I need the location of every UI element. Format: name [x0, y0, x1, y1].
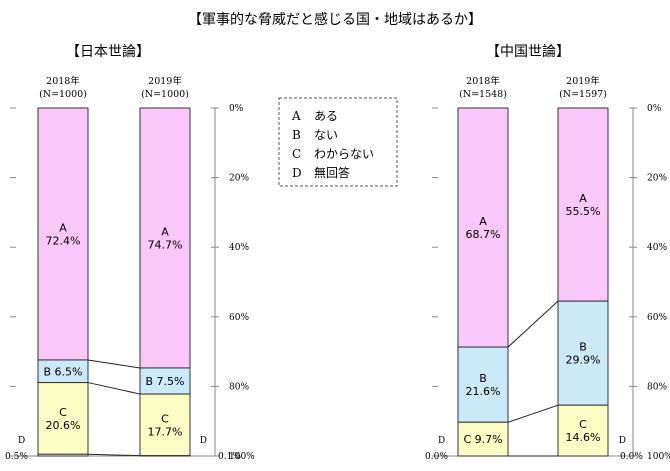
connector-line: [87, 359, 141, 369]
segment-label: A: [161, 225, 169, 238]
segment-label: C 9.7%: [463, 433, 502, 446]
bar-segment-c: [37, 382, 89, 455]
connector-line: [507, 300, 559, 348]
segment-label: C: [59, 406, 67, 419]
legend-key: A: [291, 109, 301, 123]
bar-segment-a: [557, 107, 609, 302]
sample-size-label: (N=1000): [39, 89, 87, 100]
segment-label: 14.6%: [566, 431, 601, 444]
segment-label-d-value: 0.0%: [620, 452, 643, 462]
y-tick-label: 80%: [647, 382, 667, 392]
segment-label: 20.6%: [46, 419, 81, 432]
panel-title: 【日本世論】: [66, 44, 150, 60]
segment-label: 68.7%: [466, 228, 501, 241]
bar-segment-c: [457, 421, 509, 457]
segment-label: A: [479, 215, 487, 228]
segment-label: B 7.5%: [146, 375, 185, 388]
y-tick-label: 60%: [229, 313, 249, 323]
y-tick-label: 100%: [647, 452, 670, 462]
sample-size-label: (N=1548): [459, 89, 507, 100]
panel-japan: 【日本世論】 2018年 (N=1000) 2019年 (N=1000) 0% 20% 40%…: [5, 44, 255, 462]
segment-label: B: [579, 341, 587, 354]
legend-label: ある: [314, 109, 338, 123]
segment-label: B 6.5%: [44, 365, 83, 378]
segment-label-d: D: [18, 436, 25, 446]
bar-segment-b: [457, 346, 509, 423]
sample-size-label: (N=1597): [559, 89, 607, 100]
year-label: 2018年: [46, 75, 80, 87]
year-label: 2018年: [466, 75, 500, 87]
legend-key: D: [292, 166, 302, 180]
segment-label-d-value: 0.0%: [425, 452, 448, 462]
bar-segment-a: [37, 107, 89, 361]
bar-segment-a: [457, 107, 509, 348]
segment-label: 17.7%: [148, 425, 183, 438]
segment-label-d: D: [619, 436, 626, 446]
bar-segment-d: [37, 453, 89, 457]
segment-label: 29.9%: [566, 354, 601, 367]
segment-label: C: [161, 412, 169, 425]
panel-china: 【中国世論】 2018年 (N=1548) 2019年 (N=1597) 0% 20% 40%…: [425, 44, 670, 462]
year-label: 2019年: [148, 75, 182, 87]
y-tick-label: 0%: [229, 104, 244, 114]
bar-segment-b: [139, 367, 191, 395]
segment-label: 74.7%: [148, 238, 183, 251]
bar-segment-b: [557, 300, 609, 406]
legend-label: ない: [314, 128, 338, 142]
y-tick-label: 60%: [647, 313, 667, 323]
segment-label-d: D: [200, 436, 207, 446]
panel-title: 【中国世論】: [486, 44, 570, 60]
segment-label: 72.4%: [46, 234, 81, 247]
segment-label: 55.5%: [566, 205, 601, 218]
connector-line: [87, 382, 141, 395]
segment-label-d-value: 0.1%: [218, 452, 241, 462]
legend-label: わからない: [314, 147, 374, 161]
segment-label: C: [579, 418, 587, 431]
y-tick-label: 40%: [647, 243, 667, 253]
segment-label: A: [579, 192, 587, 205]
bar-segment-c: [139, 393, 191, 457]
legend-key: C: [292, 147, 301, 161]
segment-label: 21.6%: [466, 385, 501, 398]
segment-label: A: [59, 221, 67, 234]
segment-label-d: D: [438, 436, 445, 446]
year-label: 2019年: [566, 75, 600, 87]
sample-size-label: (N=1000): [141, 89, 189, 100]
legend-key: B: [292, 128, 301, 142]
legend: A ある B ない C わからない D 無回答: [278, 97, 398, 187]
connector-line: [87, 453, 141, 457]
bar-segment-a: [139, 107, 191, 369]
chart-title: 【軍事的な脅威だと感じる国・地域はあるか】: [188, 11, 482, 28]
y-tick-label: 100%: [229, 452, 255, 462]
segment-label: B: [479, 372, 487, 385]
bar-segment-c: [557, 404, 609, 457]
legend-label: 無回答: [314, 165, 350, 180]
y-tick-label: 20%: [229, 174, 249, 184]
y-tick-label: 80%: [229, 382, 249, 392]
legend-box: [278, 97, 398, 187]
connector-line: [507, 404, 559, 423]
segment-label-d-value: 0.5%: [5, 452, 28, 462]
y-tick-label: 20%: [647, 174, 667, 184]
y-tick-label: 0%: [647, 104, 662, 114]
y-tick-label: 40%: [229, 243, 249, 253]
